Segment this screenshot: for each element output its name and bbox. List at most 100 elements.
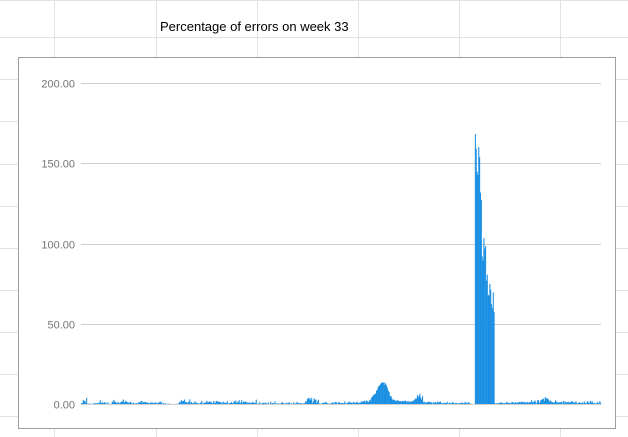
data-bar	[178, 403, 180, 404]
data-bar	[111, 401, 113, 404]
data-bar	[493, 312, 495, 404]
data-bar	[138, 402, 141, 404]
data-bar	[127, 402, 129, 404]
data-bar	[384, 384, 386, 404]
data-bar	[500, 402, 502, 404]
data-bar	[512, 402, 514, 404]
data-bar	[308, 399, 310, 404]
data-bar	[326, 403, 328, 404]
data-bar	[551, 402, 553, 404]
data-bar	[531, 402, 534, 404]
data-bar	[393, 400, 395, 404]
data-bar	[445, 403, 447, 404]
data-bar	[142, 403, 144, 404]
data-bar	[93, 403, 95, 404]
data-bar	[498, 402, 500, 404]
data-bar	[123, 402, 125, 404]
data-bar	[332, 403, 334, 404]
data-bar	[362, 401, 364, 404]
data-bar	[458, 403, 460, 404]
data-bar	[558, 403, 560, 404]
data-bar	[511, 402, 513, 404]
data-bar	[147, 402, 149, 404]
data-bar	[277, 403, 279, 404]
data-bar	[311, 397, 313, 404]
data-bar	[101, 403, 103, 404]
data-bar	[528, 402, 530, 404]
data-bar	[398, 401, 400, 404]
data-bar	[531, 400, 533, 404]
data-bar	[402, 400, 404, 404]
y-tick-label: 0.00	[54, 400, 75, 412]
data-bar	[537, 400, 539, 404]
data-bar	[455, 402, 457, 404]
data-bar	[312, 401, 314, 404]
data-bar	[595, 403, 597, 404]
data-bar	[435, 402, 437, 404]
data-bar	[399, 401, 401, 404]
data-bar	[216, 401, 218, 404]
data-bar	[239, 402, 241, 404]
data-bar	[85, 402, 87, 404]
data-bar	[460, 403, 462, 404]
data-bar	[490, 289, 492, 404]
data-bar	[406, 401, 408, 404]
data-bar	[102, 402, 104, 404]
data-bar	[162, 403, 164, 404]
data-bar	[377, 386, 379, 404]
data-bar	[157, 402, 159, 404]
data-bar	[539, 401, 541, 404]
data-bar	[253, 402, 255, 404]
data-bar	[251, 402, 253, 404]
data-bar	[343, 403, 345, 404]
data-bar	[115, 401, 117, 404]
data-bar	[129, 401, 131, 404]
data-bar	[596, 401, 598, 404]
data-bar	[464, 401, 466, 404]
data-bar	[84, 400, 86, 404]
data-bar	[195, 402, 197, 404]
data-bar	[371, 396, 373, 404]
data-bar	[589, 403, 591, 404]
data-bar	[116, 402, 118, 404]
data-bar	[127, 402, 129, 404]
data-bar	[100, 402, 102, 404]
y-axis-tick-labels: 0.00 50.00 100.00 150.00 200.00	[41, 79, 75, 412]
data-bar	[563, 400, 565, 404]
data-bar	[296, 401, 298, 404]
data-bar	[549, 400, 551, 404]
data-bar	[222, 401, 224, 404]
data-bar	[514, 402, 516, 404]
data-bar	[593, 402, 595, 404]
data-bar	[572, 402, 574, 404]
data-bar	[508, 402, 510, 404]
data-bar	[521, 402, 523, 404]
data-bar	[400, 401, 402, 404]
sheet-title-cell[interactable]: Percentage of errors on week 33	[160, 19, 349, 34]
data-bar	[581, 403, 583, 404]
data-bar	[119, 403, 121, 404]
data-bar	[428, 401, 430, 404]
data-bar	[519, 402, 521, 404]
data-bar	[584, 403, 586, 404]
data-bar	[125, 400, 127, 404]
data-bar	[104, 402, 106, 404]
data-bar	[524, 401, 526, 404]
data-bar	[503, 402, 505, 404]
data-bar	[427, 401, 429, 404]
data-bar	[117, 401, 119, 404]
data-bar	[378, 386, 380, 404]
data-bar	[284, 403, 286, 404]
data-bar	[218, 401, 220, 404]
data-bar	[148, 403, 150, 404]
data-bar	[468, 403, 470, 404]
data-bar	[505, 402, 507, 404]
data-bar	[397, 400, 399, 404]
data-bar	[379, 385, 381, 404]
data-bar	[381, 382, 383, 404]
data-bar	[234, 402, 236, 404]
data-bar	[554, 402, 556, 404]
data-bar	[298, 403, 300, 404]
error-percentage-chart[interactable]: 0.00 50.00 100.00 150.00 200.00	[18, 57, 616, 429]
data-bar	[274, 401, 276, 404]
